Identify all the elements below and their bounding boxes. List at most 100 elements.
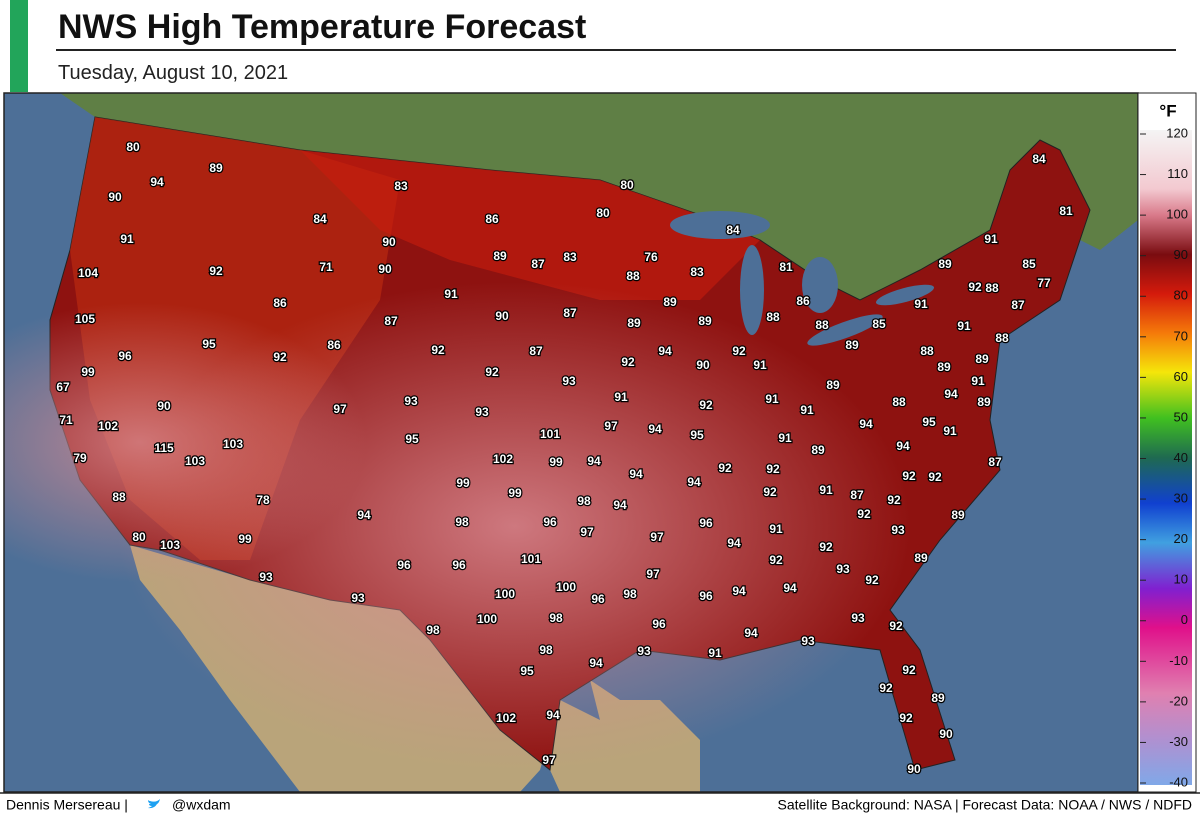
temperature-label: 91 [769,522,783,536]
temperature-label: 91 [984,232,998,246]
temperature-labels: 80 94 89 90 84 83 86 80 80 84 81 91 89 83 76 84 90 91 104 9… [55,139,1074,778]
temperature-label: 87 [529,344,543,358]
temperature-label: 93 [259,570,273,584]
temperature-label: 80 [620,178,634,192]
temperature-label: 94 [629,467,643,481]
temperature-label: 93 [836,562,850,576]
temperature-label: 81 [779,260,793,274]
temperature-label: 94 [648,422,662,436]
temperature-label: 89 [938,257,952,271]
tick-label: 90 [1174,247,1188,262]
temperature-label: 92 [763,485,777,499]
temperature-label: 99 [81,365,95,379]
temperature-label: 92 [209,264,223,278]
lake [740,245,764,335]
temperature-label: 98 [539,643,553,657]
temperature-label: 94 [658,344,672,358]
temperature-label: 92 [732,344,746,358]
temperature-label: 96 [699,589,713,603]
temperature-label: 93 [637,644,651,658]
temperature-label: 105 [75,312,95,326]
temperature-label: 94 [859,417,873,431]
temperature-label: 83 [563,250,577,264]
temperature-label: 93 [562,374,576,388]
temperature-label: 87 [563,306,577,320]
temperature-label: 80 [596,206,610,220]
tick-label: 60 [1174,369,1188,384]
temperature-label: 92 [769,553,783,567]
temperature-label: 93 [404,394,418,408]
temperature-label: 71 [319,260,333,274]
temperature-label: 94 [357,508,371,522]
temperature-label: 96 [118,349,132,363]
lake [670,211,770,239]
temperature-label: 97 [646,567,660,581]
temperature-label: 91 [957,319,971,333]
temperature-label: 96 [452,558,466,572]
temperature-label: 84 [313,212,327,226]
tick-label: 40 [1174,450,1188,465]
temperature-label: 100 [556,580,576,594]
subtitle: Tuesday, August 10, 2021 [58,62,288,84]
temperature-label: 94 [687,475,701,489]
tick-label: 10 [1174,572,1188,587]
temperature-label: 89 [975,352,989,366]
temperature-label: 76 [644,250,658,264]
temperature-label: 96 [591,592,605,606]
temperature-label: 92 [718,461,732,475]
temperature-label: 86 [485,212,499,226]
temperature-label: 92 [273,350,287,364]
temperature-label: 89 [977,395,991,409]
temperature-label: 98 [549,611,563,625]
temperature-label: 92 [887,493,901,507]
temperature-label: 94 [727,536,741,550]
temperature-label: 71 [59,413,73,427]
temperature-label: 100 [495,587,515,601]
temperature-label: 92 [857,507,871,521]
legend-unit: °F [1159,101,1176,120]
temperature-label: 92 [431,343,445,357]
temperature-label: 88 [985,281,999,295]
temperature-label: 98 [577,494,591,508]
temperature-label: 97 [580,525,594,539]
tick-label: 50 [1174,409,1188,424]
temperature-label: 102 [98,419,118,433]
hot-california [4,93,1138,792]
temperature-label: 84 [726,223,740,237]
temperature-label: 96 [397,558,411,572]
temperature-label: 93 [891,523,905,537]
temperature-label: 95 [202,337,216,351]
credit: Dennis Mersereau | [6,797,128,813]
temperature-label: 91 [753,358,767,372]
temperature-label: 89 [811,443,825,457]
temperature-label: 93 [475,405,489,419]
temperature-label: 99 [238,532,252,546]
map: 80 94 89 90 84 83 86 80 80 84 81 91 89 83 76 84 90 91 104 9… [3,92,1139,793]
title: NWS High Temperature Forecast [58,8,586,46]
temperature-label: 91 [914,297,928,311]
temperature-label: 91 [943,424,957,438]
temperature-label: 89 [914,551,928,565]
temperature-label: 90 [495,309,509,323]
temperature-label: 92 [879,681,893,695]
temperature-label: 88 [815,318,829,332]
temperature-label: 102 [496,711,516,725]
temperature-label: 98 [426,623,440,637]
temperature-label: 92 [766,462,780,476]
temperature-label: 94 [546,708,560,722]
temperature-label: 84 [1032,152,1046,166]
temperature-label: 88 [112,490,126,504]
tick-label: 100 [1166,207,1188,222]
temperature-label: 89 [845,338,859,352]
tick-label: 120 [1166,125,1188,140]
temperature-label: 90 [157,399,171,413]
temperature-label: 87 [1011,298,1025,312]
temperature-label: 79 [73,451,87,465]
temperature-label: 103 [160,538,180,552]
temperature-label: 91 [800,403,814,417]
temperature-label: 83 [690,265,704,279]
temperature-label: 99 [508,486,522,500]
sources: Satellite Background: NASA | Forecast Da… [778,797,1192,813]
temperature-label: 91 [120,232,134,246]
